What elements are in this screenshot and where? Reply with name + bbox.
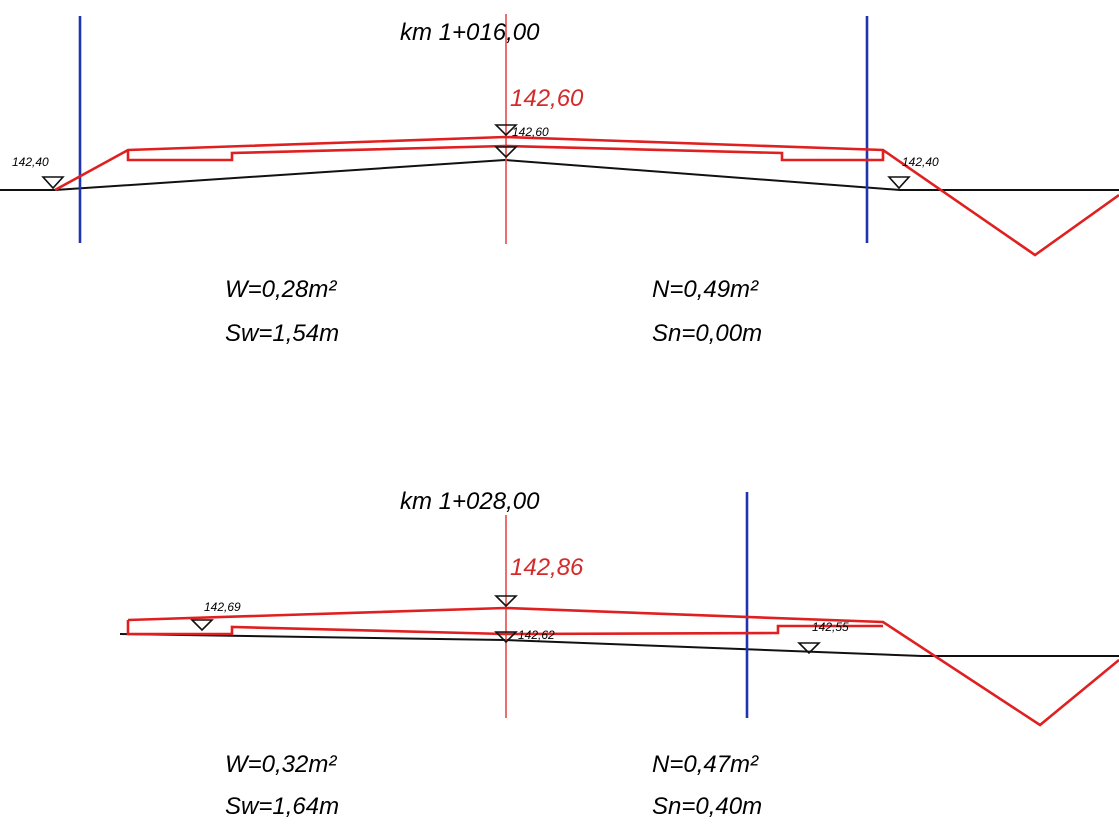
left-elevation-label-2: 142,69: [204, 600, 241, 614]
sn-value-1: Sn=0,00m: [652, 320, 762, 347]
right-elevation-label-1: 142,40: [902, 155, 939, 169]
sw-value-1: Sw=1,54m: [225, 320, 339, 347]
w-area-1: W=0,28m²: [225, 276, 337, 303]
sn-value-2: Sn=0,40m: [652, 793, 762, 820]
right-elevation-marker-1: [887, 176, 911, 190]
axis-elevation-label-2: 142,62: [518, 628, 555, 642]
road-outline-1: [54, 135, 1119, 257]
station-label-2: km 1+028,00: [400, 488, 540, 515]
axis-elevation-label-1: 142,60: [512, 125, 549, 139]
left-elevation-label-1: 142,40: [12, 155, 49, 169]
design-elevation-2: 142,86: [510, 554, 584, 581]
left-elevation-marker-1: [41, 176, 65, 190]
axis-elevation-marker-2: [494, 595, 518, 608]
sw-value-2: Sw=1,64m: [225, 793, 339, 820]
road-outline-2: [126, 606, 1119, 727]
right-elevation-label-2: 142,55: [812, 620, 849, 634]
right-elevation-marker-2: [797, 642, 821, 655]
w-area-2: W=0,32m²: [225, 751, 337, 778]
n-area-2: N=0,47m²: [652, 751, 759, 778]
cross-section-2: km 1+028,00 142,86 142,69 142,62 142,55 …: [119, 488, 1119, 820]
axis-elevation-marker-1: [494, 124, 518, 137]
ground-line-2: [119, 633, 1119, 657]
design-elevation-1: 142,60: [510, 85, 584, 112]
station-label-1: km 1+016,00: [400, 19, 540, 46]
ground-line-1: [0, 158, 1119, 191]
ground-axis-marker-2: [494, 631, 518, 644]
ground-axis-marker-1: [494, 146, 518, 159]
left-elevation-marker-2: [190, 619, 214, 632]
n-area-1: N=0,49m²: [652, 276, 759, 303]
cross-section-1: km 1+016,00 142,60 142,60 142,40 142,40 …: [0, 14, 1119, 347]
